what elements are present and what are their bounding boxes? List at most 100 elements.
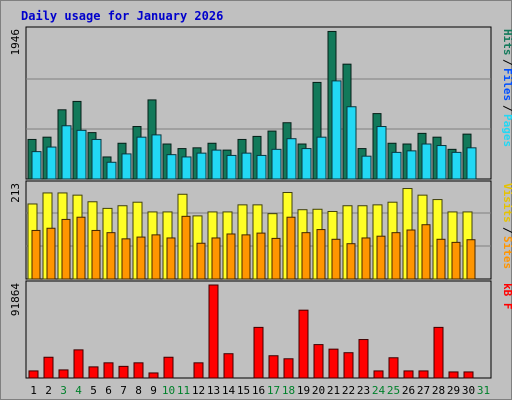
x-tick-label: 19 <box>297 384 310 397</box>
bar-sites <box>347 244 355 279</box>
bar-pages <box>137 137 146 179</box>
x-tick-label: 2 <box>45 384 52 397</box>
bar-pages <box>32 152 41 179</box>
bar-pages <box>392 152 401 179</box>
x-tick-label: 17 <box>267 384 280 397</box>
bar-sites <box>107 233 115 279</box>
bar-kb-f <box>104 363 113 378</box>
bar-sites <box>287 217 295 279</box>
x-tick-label: 22 <box>342 384 355 397</box>
bar-pages <box>47 147 56 179</box>
bar-kb-f <box>329 349 338 378</box>
y-tick-label: 213 <box>9 183 22 203</box>
bar-kb-f <box>134 363 143 378</box>
bar-pages <box>92 139 101 179</box>
x-tick-label: 29 <box>447 384 460 397</box>
x-tick-label: 25 <box>387 384 400 397</box>
bar-pages <box>272 149 281 179</box>
bar-sites <box>137 237 145 279</box>
bar-sites <box>467 240 475 279</box>
x-tick-label: 24 <box>372 384 386 397</box>
bar-kb-f <box>74 350 83 378</box>
bar-kb-f <box>449 372 458 378</box>
bar-sites <box>242 235 250 279</box>
bar-pages <box>77 130 86 179</box>
bar-kb-f <box>404 371 413 378</box>
legend-label: Pages <box>501 114 512 147</box>
x-tick-label: 15 <box>237 384 250 397</box>
bar-sites <box>362 238 370 279</box>
bar-sites <box>437 239 445 279</box>
bar-pages <box>347 107 356 179</box>
bar-pages <box>182 157 191 179</box>
bar-kb-f <box>89 367 98 378</box>
bar-kb-f <box>359 340 368 378</box>
legend-separator: / <box>501 227 512 234</box>
bar-sites <box>212 238 220 279</box>
x-tick-label: 26 <box>402 384 415 397</box>
bar-sites <box>167 238 175 279</box>
x-tick-label: 21 <box>327 384 340 397</box>
bar-kb-f <box>464 372 473 378</box>
bar-kb-f <box>224 354 233 378</box>
bar-kb-f <box>374 371 383 378</box>
bar-sites <box>407 230 415 279</box>
x-tick-label: 6 <box>105 384 112 397</box>
legend-label: Files <box>501 68 512 101</box>
bar-sites <box>182 216 190 279</box>
bar-pages <box>197 153 206 179</box>
y-tick-label: 91864 <box>9 283 22 316</box>
bar-pages <box>257 155 266 179</box>
x-tick-label: 23 <box>357 384 370 397</box>
legend-separator: / <box>501 59 512 66</box>
bar-pages <box>302 149 311 179</box>
x-tick-label: 8 <box>135 384 142 397</box>
bar-pages <box>122 154 131 179</box>
bar-sites <box>377 236 385 279</box>
bar-sites <box>257 233 265 279</box>
panel-2: 213 Visits / Sites <box>9 181 512 279</box>
bar-pages <box>332 81 341 179</box>
bar-pages <box>317 137 326 179</box>
bar-sites <box>92 230 100 279</box>
x-tick-label: 11 <box>177 384 190 397</box>
x-tick-label: 27 <box>417 384 430 397</box>
x-tick-label: 14 <box>222 384 236 397</box>
chart-title: Daily usage for January 2026 <box>21 9 223 23</box>
bar-kb-f <box>194 363 203 378</box>
bar-kb-f <box>59 370 68 378</box>
bar-sites <box>272 238 280 279</box>
x-tick-label: 9 <box>150 384 157 397</box>
bar-kb-f <box>164 357 173 378</box>
x-tick-label: 18 <box>282 384 295 397</box>
x-tick-label: 30 <box>462 384 475 397</box>
bar-kb-f <box>434 327 443 378</box>
x-tick-label: 10 <box>162 384 175 397</box>
x-tick-label: 12 <box>192 384 205 397</box>
bar-sites <box>77 217 85 279</box>
bar-kb-f <box>344 353 353 378</box>
panel-3: 91864 kB F <box>9 281 512 378</box>
bar-pages <box>407 151 416 179</box>
x-tick-label: 5 <box>90 384 97 397</box>
x-tick-label: 1 <box>30 384 37 397</box>
bar-pages <box>242 153 251 179</box>
bar-sites <box>317 230 325 279</box>
bar-sites <box>302 233 310 279</box>
bar-kb-f <box>254 327 263 378</box>
bar-pages <box>437 146 446 179</box>
bar-sites <box>332 239 340 279</box>
x-tick-label: 7 <box>120 384 127 397</box>
legend-label: Hits <box>501 29 512 56</box>
legend-separator: / <box>501 105 512 112</box>
bar-sites <box>152 235 160 279</box>
bar-sites <box>122 239 130 279</box>
bar-pages <box>152 135 161 179</box>
x-tick-label: 28 <box>432 384 445 397</box>
bar-pages <box>62 126 71 179</box>
x-tick-label: 31 <box>477 384 490 397</box>
bar-pages <box>377 127 386 179</box>
bar-pages <box>287 139 296 179</box>
bar-sites <box>47 228 55 279</box>
